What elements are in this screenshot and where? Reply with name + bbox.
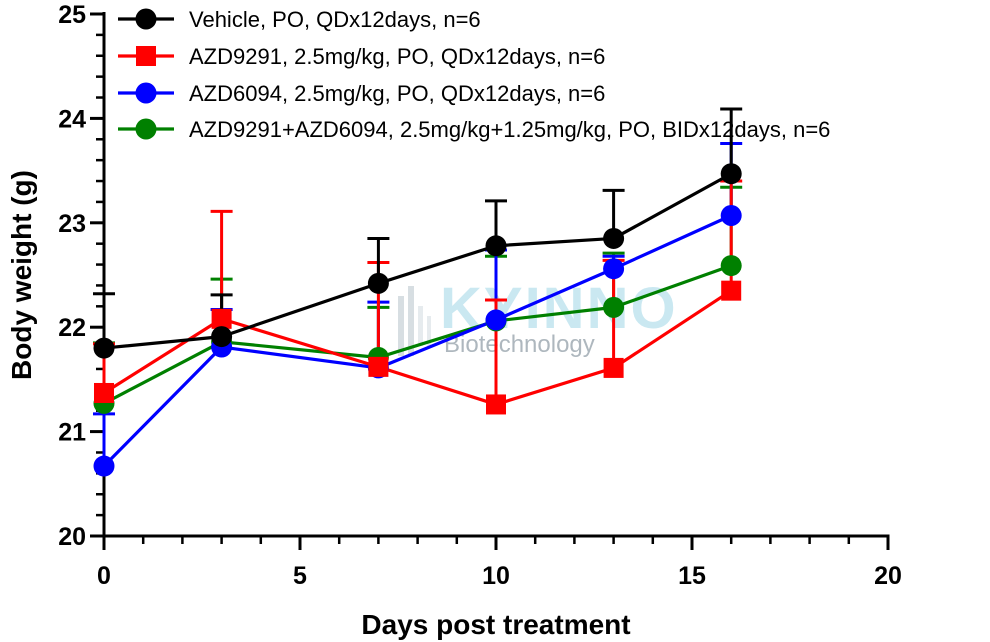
data-point	[367, 272, 389, 294]
data-point	[603, 227, 625, 249]
legend: Vehicle, PO, QDx12days, n=6 AZD9291, 2.5m…	[118, 7, 830, 142]
legend-label: Vehicle, PO, QDx12days, n=6	[189, 7, 481, 32]
legend-label: AZD9291, 2.5mg/kg, PO, QDx12days, n=6	[189, 44, 605, 69]
watermark-brand: KYINNO	[440, 276, 678, 341]
series-line	[103, 172, 732, 350]
legend-marker	[135, 82, 157, 104]
data-point	[485, 309, 507, 331]
data-point	[720, 163, 742, 185]
data-point	[721, 280, 742, 301]
data-point	[486, 394, 506, 415]
data-point	[93, 455, 115, 477]
legend-marker	[136, 46, 156, 66]
x-axis-title: Days post treatment	[361, 609, 630, 640]
data-point	[603, 258, 625, 280]
data-point	[368, 356, 389, 377]
y-tick-label: 21	[58, 419, 86, 447]
x-tick-label: 15	[678, 562, 706, 590]
y-tick-label: 22	[58, 314, 86, 342]
series-line	[103, 289, 733, 407]
data-point	[720, 255, 742, 277]
y-tick-label: 20	[58, 523, 86, 551]
x-tick-label: 5	[293, 562, 307, 590]
y-axis-title: Body weight (g)	[6, 170, 37, 380]
y-tick-label: 23	[58, 210, 86, 238]
watermark-logo-icon	[398, 286, 431, 356]
y-tick-label: 25	[58, 1, 86, 29]
watermark: KYINNO Biotechnology	[398, 276, 678, 358]
x-tick-label: 10	[482, 562, 510, 590]
data-point	[93, 337, 115, 359]
series-lines	[102, 172, 733, 468]
data-point	[211, 326, 233, 348]
data-point	[603, 296, 625, 318]
watermark-subtitle: Biotechnology	[444, 331, 595, 358]
legend-label: AZD9291+AZD6094, 2.5mg/kg+1.25mg/kg, PO,…	[189, 117, 830, 142]
y-tick-label: 24	[58, 105, 86, 133]
data-point	[485, 235, 507, 257]
x-tick-label: 20	[874, 562, 902, 590]
legend-marker	[135, 118, 157, 140]
data-point	[211, 308, 232, 329]
x-tick-label: 0	[97, 562, 111, 590]
data-point	[603, 357, 624, 378]
series-markers	[93, 163, 742, 477]
legend-marker	[135, 8, 157, 30]
legend-label: AZD6094, 2.5mg/kg, PO, QDx12days, n=6	[189, 81, 605, 106]
series-line	[102, 214, 732, 468]
data-point	[94, 382, 114, 403]
series-line	[103, 264, 732, 405]
data-point	[720, 204, 742, 226]
